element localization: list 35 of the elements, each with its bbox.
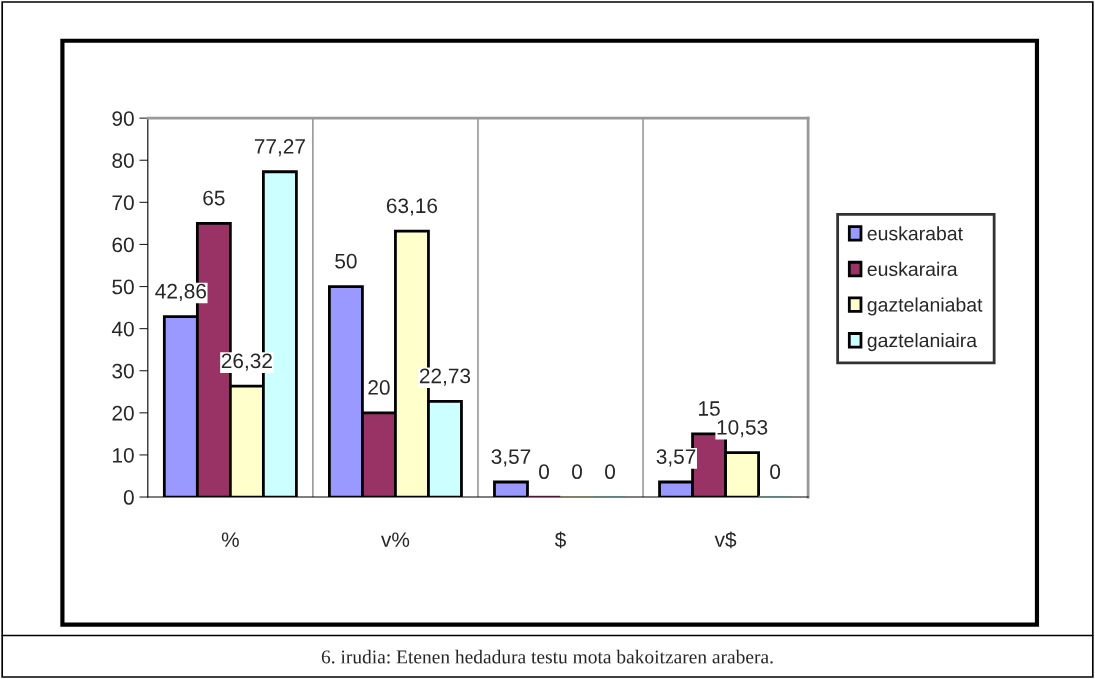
data-label: 0 [605, 464, 615, 480]
x-tick-label: $ [554, 531, 566, 549]
y-tick-label: 80 [112, 153, 134, 168]
legend-label: gaztelaniabat [867, 297, 983, 316]
y-tick-label: 40 [111, 321, 134, 337]
y-tick-label: 0 [123, 490, 134, 505]
y-tick-label: 90 [112, 111, 134, 126]
legend-label: euskarabat [867, 226, 963, 241]
data-label: 26,32 [221, 353, 272, 371]
x-tick-label: v$ [714, 531, 737, 549]
data-label: 0 [539, 464, 549, 480]
data-label: 63,16 [386, 198, 438, 216]
data-label: 0 [572, 464, 582, 480]
data-label: 3,57 [491, 449, 531, 467]
text: 6. irudia: Etenen hedadura testu mota bakoitzaren arabera. [321, 649, 773, 664]
data-label: 50 [335, 253, 357, 269]
legend-label: gaztelaniaira [867, 333, 978, 352]
data-label: 3,57 [656, 449, 696, 467]
y-tick-label: 10 [113, 447, 134, 463]
data-label: 15 [699, 401, 720, 416]
y-tick-label: 70 [112, 195, 134, 211]
data-label: 20 [368, 380, 390, 395]
legend-label: euskaraira [867, 261, 958, 277]
data-label: 42,86 [155, 283, 206, 302]
y-tick-label: 60 [112, 237, 134, 253]
y-tick-label: 30 [112, 363, 134, 379]
data-label: 0 [770, 464, 781, 480]
y-tick-label: 20 [112, 405, 134, 421]
data-label: 22,73 [419, 368, 471, 386]
y-tick-label: 50 [112, 279, 134, 295]
x-tick-label: % [221, 532, 239, 547]
data-label: 77,27 [254, 138, 305, 157]
x-tick-label: v% [381, 532, 410, 547]
data-label: 10,53 [717, 419, 768, 438]
data-label: 65 [203, 190, 225, 206]
